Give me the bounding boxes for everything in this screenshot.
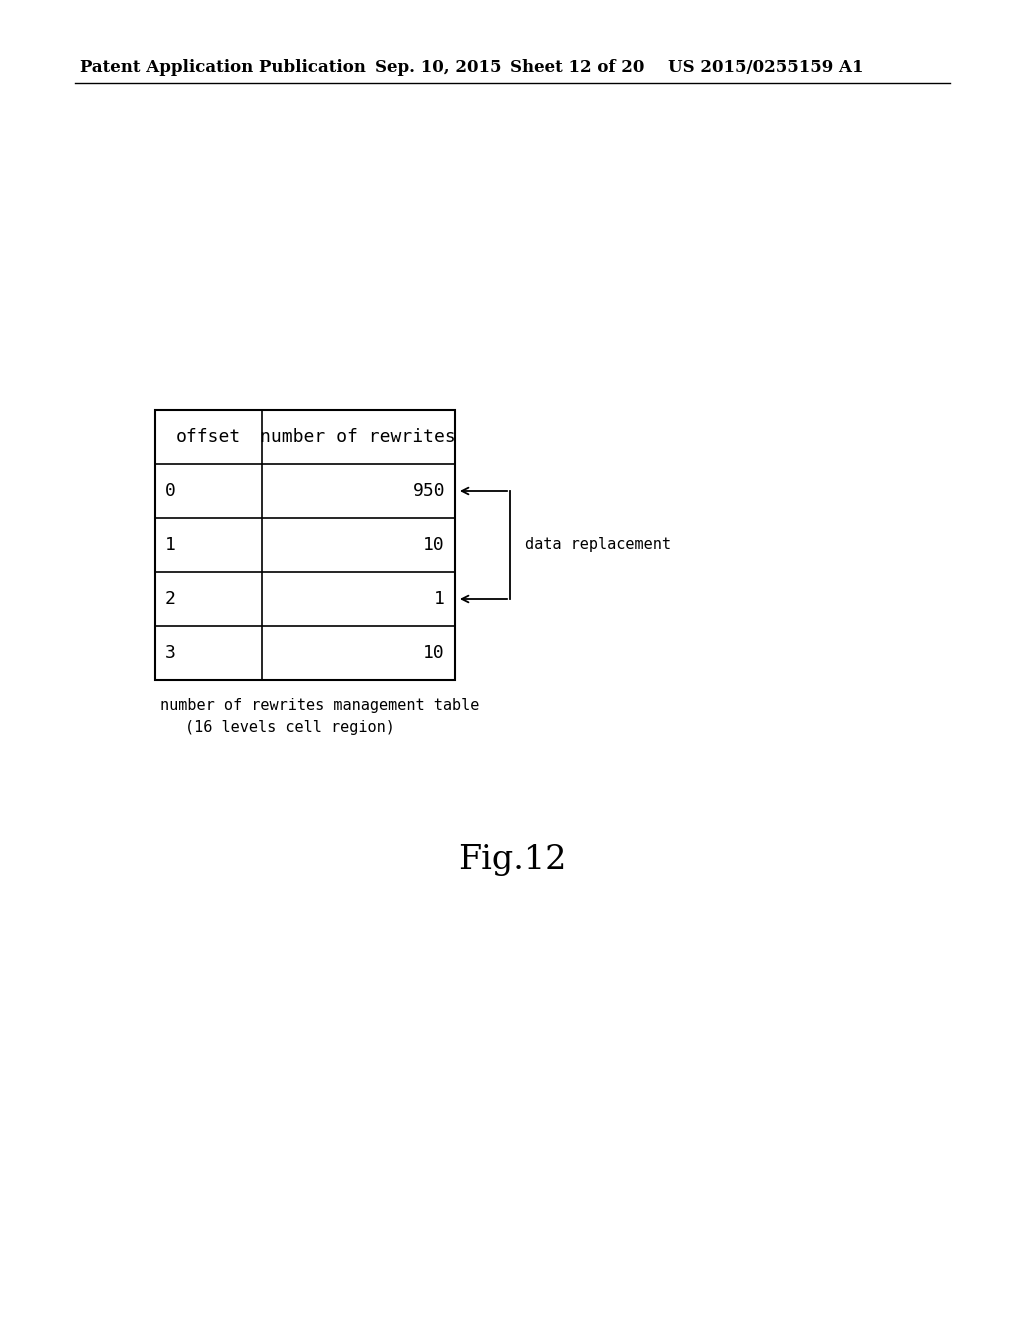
- Bar: [155, 411, 455, 680]
- Text: 950: 950: [413, 482, 445, 500]
- Text: Sep. 10, 2015: Sep. 10, 2015: [375, 59, 502, 77]
- Text: US 2015/0255159 A1: US 2015/0255159 A1: [668, 59, 863, 77]
- Text: data replacement: data replacement: [525, 537, 671, 553]
- Text: number of rewrites management table: number of rewrites management table: [160, 698, 479, 713]
- Text: 2: 2: [165, 590, 176, 609]
- Text: 1: 1: [165, 536, 176, 554]
- Text: 0: 0: [165, 482, 176, 500]
- Text: 10: 10: [423, 644, 445, 663]
- Text: offset: offset: [176, 428, 241, 446]
- Text: (16 levels cell region): (16 levels cell region): [185, 719, 395, 735]
- Text: Patent Application Publication: Patent Application Publication: [80, 59, 366, 77]
- Text: 10: 10: [423, 536, 445, 554]
- Text: Sheet 12 of 20: Sheet 12 of 20: [510, 59, 644, 77]
- Text: Fig.12: Fig.12: [458, 843, 566, 876]
- Text: number of rewrites: number of rewrites: [260, 428, 456, 446]
- Text: 1: 1: [434, 590, 445, 609]
- Text: 3: 3: [165, 644, 176, 663]
